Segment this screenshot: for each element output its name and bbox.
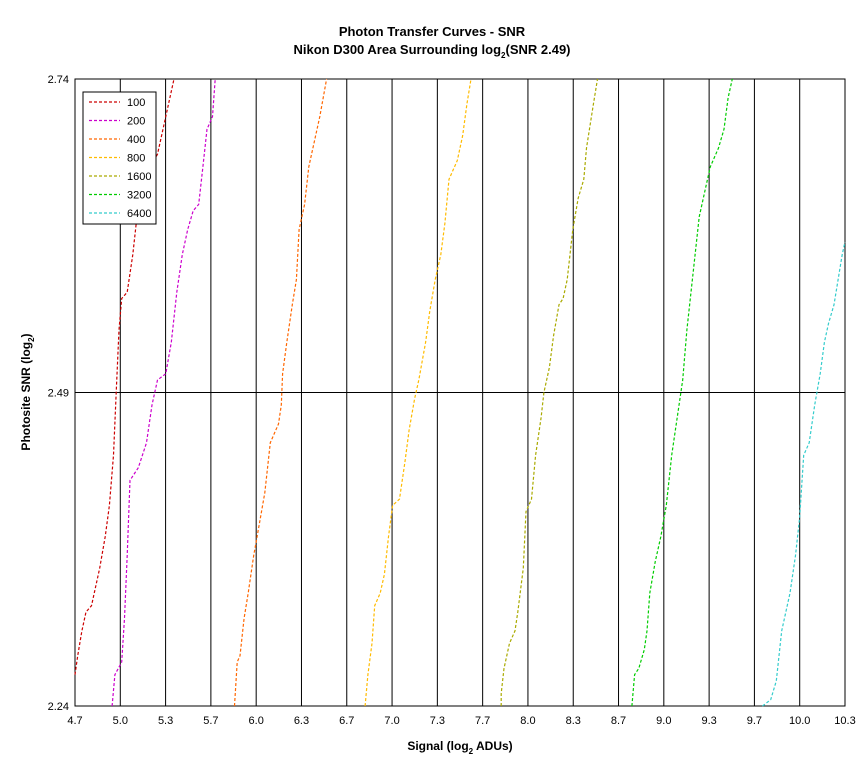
y-axis-title-suffix: ) <box>19 333 33 337</box>
chart-subtitle-sub: 2 <box>501 51 506 60</box>
series-line-200 <box>111 78 216 707</box>
x-tick-label: 6.7 <box>339 715 354 727</box>
y-tick-labels: 2.24 2.49 2.74 <box>48 74 69 713</box>
series-line-6400 <box>762 241 846 707</box>
x-axis-title-prefix: Signal (log <box>407 739 468 753</box>
series-line-400 <box>233 78 328 707</box>
legend-label-200: 200 <box>127 116 145 128</box>
series-line-3200 <box>631 78 733 707</box>
x-tick-label: 8.0 <box>520 715 535 727</box>
legend: 100 200 400 800 1600 3200 6400 <box>82 91 157 225</box>
x-tick-label: 8.7 <box>611 715 626 727</box>
y-tick-label: 2.49 <box>48 388 69 400</box>
x-tick-label: 9.3 <box>701 715 716 727</box>
legend-label-100: 100 <box>127 97 145 109</box>
chart-title: Photon Transfer Curves - SNR <box>339 24 526 39</box>
legend-label-800: 800 <box>127 153 145 165</box>
x-tick-label: 5.7 <box>203 715 218 727</box>
x-tick-label: 7.0 <box>384 715 399 727</box>
x-tick-label: 9.7 <box>747 715 762 727</box>
x-tick-label: 5.3 <box>158 715 173 727</box>
x-tick-label: 10.3 <box>834 715 855 727</box>
legend-label-6400: 6400 <box>127 208 151 220</box>
x-tick-label: 9.0 <box>656 715 671 727</box>
x-axis-title-sub: 2 <box>469 747 474 756</box>
y-axis-title-sub: 2 <box>27 337 36 342</box>
legend-label-3200: 3200 <box>127 190 151 202</box>
legend-label-1600: 1600 <box>127 171 151 183</box>
x-tick-label: 8.3 <box>566 715 581 727</box>
gridlines <box>75 79 845 706</box>
x-tick-label: 5.0 <box>113 715 128 727</box>
y-axis-title-prefix: Photosite SNR (log <box>19 342 33 451</box>
chart-subtitle-prefix: Nikon D300 Area Surrounding log <box>293 42 501 57</box>
series-layer <box>74 78 846 707</box>
x-axis-title: Signal (log2 ADUs) <box>407 739 512 756</box>
legend-label-400: 400 <box>127 134 145 146</box>
x-axis-title-suffix: ADUs) <box>473 739 513 753</box>
x-tick-label: 6.3 <box>294 715 309 727</box>
chart-subtitle: Nikon D300 Area Surrounding log2(SNR 2.4… <box>293 42 570 60</box>
x-tick-label: 6.0 <box>249 715 264 727</box>
y-tick-label: 2.74 <box>48 74 69 86</box>
y-tick-label: 2.24 <box>48 701 69 713</box>
x-tick-label: 7.3 <box>430 715 445 727</box>
chart-subtitle-suffix: (SNR 2.49) <box>505 42 570 57</box>
x-tick-label: 4.7 <box>67 715 82 727</box>
x-tick-label: 7.7 <box>475 715 490 727</box>
series-line-1600 <box>500 78 599 706</box>
x-tick-label: 10.0 <box>789 715 810 727</box>
x-tick-labels: 4.7 5.0 5.3 5.7 6.0 6.3 6.7 7.0 7.3 7.7 8.0 8.3 8.7 9… <box>67 715 855 727</box>
y-axis-title: Photosite SNR (log2) <box>19 333 36 450</box>
